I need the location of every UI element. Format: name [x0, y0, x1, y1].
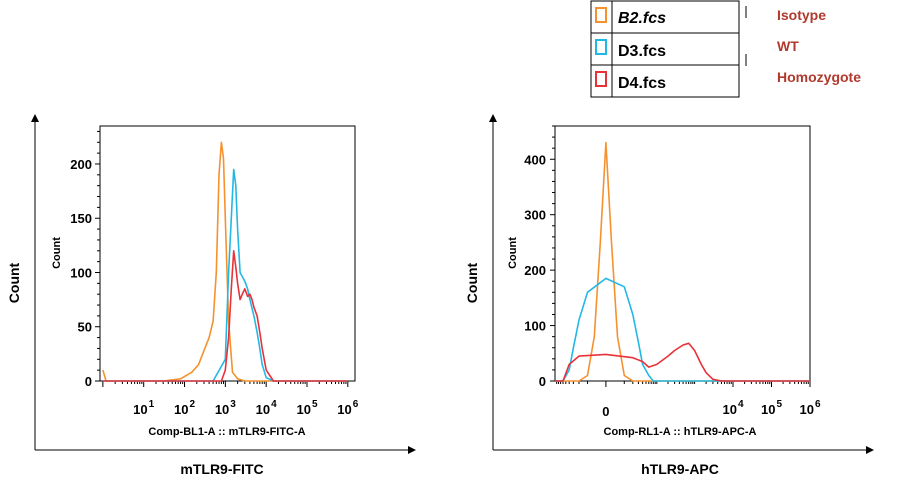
y-tick-label: 100: [70, 265, 92, 280]
x-tick-label: 104: [722, 399, 743, 417]
legend-annotation-homozygote: Homozygote: [777, 69, 861, 85]
series-line-d4: [555, 342, 810, 382]
legend-name-d3: D3.fcs: [618, 43, 666, 60]
legend-annotation-isotype: Isotype: [777, 7, 826, 23]
y-tick-label: 400: [524, 152, 546, 167]
y-tick-label: 200: [524, 263, 546, 278]
y-tick-label: 150: [70, 211, 92, 226]
legend-name-d4: D4.fcs: [618, 75, 666, 92]
legend-frame: [590, 0, 740, 98]
x-tick-label: 102: [174, 399, 195, 417]
inner-x-label: Comp-RL1-A :: hTLR9-APC-A: [604, 426, 757, 438]
y-tick-label: 0: [539, 374, 546, 389]
outer-y-arrow-icon: [31, 114, 39, 122]
legend-swatch-d4: [595, 71, 607, 87]
legend-table: B2.fcs D3.fcs D4.fcs Isotype WT Homozygo…: [590, 0, 861, 98]
outer-x-arrow-icon: [408, 446, 416, 454]
y-tick-label: 100: [524, 319, 546, 334]
legend-swatch-b2: [595, 7, 607, 23]
inner-y-label: Count: [507, 237, 519, 269]
x-tick-label: 104: [256, 399, 277, 417]
y-tick-label: 200: [70, 157, 92, 172]
x-tick-label: 103: [215, 399, 236, 417]
series-line-d3: [555, 277, 810, 382]
outer-y-label: Count: [6, 262, 22, 303]
x-tick-label: 105: [761, 399, 782, 417]
x-tick-label: 105: [296, 399, 317, 417]
outer-x-arrow-icon: [866, 446, 874, 454]
histogram-panel-mtlr9: mTLR9-FITC Count Comp-BL1-A :: mTLR9-FIT…: [6, 114, 416, 477]
series-line-d4: [102, 250, 348, 382]
y-tick-label: 50: [78, 320, 92, 335]
outer-x-label: mTLR9-FITC: [180, 461, 263, 477]
inner-x-label: Comp-BL1-A :: mTLR9-FITC-A: [148, 426, 305, 438]
legend-annotation-wt: WT: [777, 38, 799, 54]
series-line-d3: [102, 168, 348, 382]
y-tick-label: 300: [524, 208, 546, 223]
histogram-panel-htlr9: hTLR9-APC Count Comp-RL1-A :: hTLR9-APC-…: [464, 114, 874, 477]
outer-y-label: Count: [464, 262, 480, 303]
series-line-b2: [555, 141, 810, 382]
x-tick-label: 106: [337, 399, 358, 417]
x-tick-label: 106: [799, 399, 820, 417]
outer-y-arrow-icon: [489, 114, 497, 122]
legend-swatch-d3: [595, 39, 607, 55]
outer-x-label: hTLR9-APC: [641, 461, 719, 477]
x-tick-label: 0: [602, 404, 609, 419]
y-tick-label: 0: [85, 374, 92, 389]
legend-name-b2: B2.fcs: [618, 10, 666, 27]
plot-frame: [99, 125, 356, 382]
x-tick-label: 101: [133, 399, 154, 417]
inner-y-label: Count: [51, 237, 63, 269]
